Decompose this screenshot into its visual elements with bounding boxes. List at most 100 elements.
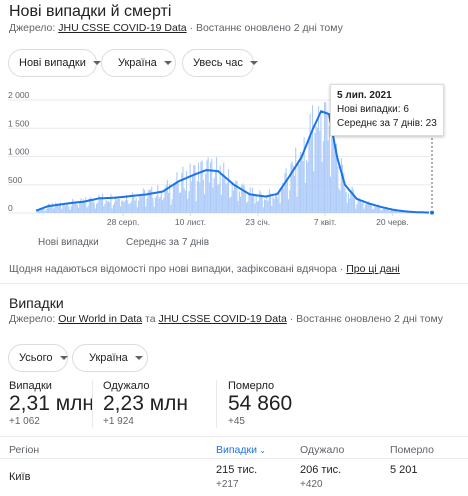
stat-recovered: Одужало 2,23 млн +1 924 [103, 380, 188, 427]
chart-bar [145, 206, 147, 213]
chart-bar [51, 202, 53, 213]
chart-bar [174, 184, 176, 213]
chart-bar [276, 192, 278, 213]
chart-bar [148, 189, 150, 213]
chart-bar [312, 105, 314, 213]
chart-bar [199, 182, 201, 213]
chart-bar [76, 204, 78, 213]
chart-bar [115, 196, 117, 213]
chart-bar [333, 139, 335, 213]
range-dropdown-label: Увесь час [193, 57, 243, 69]
chart-bar [106, 201, 108, 213]
chart-bar [37, 210, 39, 213]
chart-bar [384, 207, 386, 213]
chart-bar [61, 208, 63, 213]
chevron-down-icon [92, 61, 101, 65]
cases-type-dropdown[interactable]: Усього [8, 344, 68, 372]
chart-bar [289, 190, 291, 213]
chart-bar [156, 195, 158, 213]
chart-bar [144, 189, 146, 213]
source-link-owid[interactable]: Our World in Data [58, 313, 143, 325]
cases-title: Випадки [9, 295, 64, 311]
chart-bar [159, 196, 161, 213]
table-header-region[interactable]: Регіон [9, 444, 40, 456]
chart-bar [111, 208, 113, 213]
table-header-cases[interactable]: Випадки ⌄ [216, 444, 266, 456]
cases-country-dropdown[interactable]: Україна [72, 344, 148, 372]
chart-bar [134, 200, 136, 213]
chart-bar [196, 181, 198, 213]
chart-bar [60, 202, 62, 213]
chart-bar [232, 190, 234, 213]
chart-bar [43, 207, 45, 213]
cases-chart[interactable]: 2 000 1 500 1 000 500 0 28 серп. 10 лист. 23 с… [0, 88, 468, 238]
chart-bar [376, 206, 378, 213]
chart-bar [235, 180, 237, 213]
country-dropdown[interactable]: Україна [101, 49, 176, 77]
stat-delta: +1 062 [9, 416, 40, 427]
cell-cases: 215 тис. [216, 464, 258, 476]
table-row[interactable]: Київ 215 тис. +217 206 тис. +420 5 201 [0, 460, 468, 496]
y-tick-label: 2 000 [8, 90, 30, 100]
chart-bar [252, 187, 254, 213]
chart-bar [63, 204, 65, 213]
stat-value: 54 860 [228, 392, 293, 415]
chart-bar [210, 162, 212, 213]
chart-bar [243, 185, 245, 213]
chart-bar [66, 204, 68, 213]
chart-bar [315, 126, 317, 213]
chart-bar [288, 199, 290, 213]
cases-type-label: Усього [19, 352, 53, 364]
chart-bar [79, 201, 81, 213]
chart-bar [284, 173, 286, 213]
chart-bar [192, 176, 194, 213]
chart-bar [165, 185, 167, 213]
chart-bar [254, 203, 256, 213]
chart-bar [349, 198, 351, 213]
divider [92, 380, 93, 428]
about-data-link[interactable]: Про ці дані [346, 263, 400, 275]
source-link-jhu-2[interactable]: JHU CSSE COVID-19 Data [158, 313, 287, 325]
chart-bar [366, 202, 368, 213]
chart-bar [157, 185, 159, 213]
chart-bar [319, 130, 321, 213]
chart-bar [307, 162, 309, 213]
x-tick-label: 20 черв. [376, 217, 409, 227]
chart-bar [176, 172, 178, 213]
chart-bar [346, 202, 348, 213]
chart-bar [126, 194, 128, 213]
chart-bar [270, 193, 272, 213]
chart-bar [259, 190, 261, 213]
cell-cases-delta: +217 [216, 479, 239, 490]
tooltip-new-cases: Нові випадки: 6 [337, 104, 409, 115]
chart-bar [314, 132, 316, 213]
chart-bar [67, 203, 69, 213]
range-dropdown[interactable]: Увесь час [182, 49, 258, 77]
chart-bar [141, 195, 143, 213]
table-header-recovered[interactable]: Одужало [300, 444, 345, 456]
chart-bar [326, 111, 328, 213]
chart-bar [264, 199, 266, 213]
chart-bar [360, 201, 362, 213]
chart-bar [271, 205, 273, 213]
chart-bar [62, 205, 64, 213]
source-link-jhu[interactable]: JHU CSSE COVID-19 Data [58, 22, 187, 34]
chart-bar [212, 187, 214, 213]
chart-bar [108, 201, 110, 213]
metric-dropdown[interactable]: Нові випадки [8, 49, 101, 77]
chart-bar [262, 207, 264, 213]
chart-bar [69, 209, 71, 213]
chart-bar [318, 106, 320, 213]
table-header-deaths[interactable]: Померло [390, 444, 435, 456]
chart-bar [309, 113, 311, 213]
chart-bar [363, 208, 365, 213]
chart-bar [211, 158, 213, 213]
chart-bar [58, 205, 60, 213]
chart-bar [84, 200, 86, 213]
chart-bar [204, 194, 206, 213]
chart-bar [379, 206, 381, 213]
chart-bar [82, 199, 84, 213]
chart-bar [351, 186, 353, 213]
chart-bar [219, 165, 221, 213]
chart-bar [98, 194, 100, 213]
